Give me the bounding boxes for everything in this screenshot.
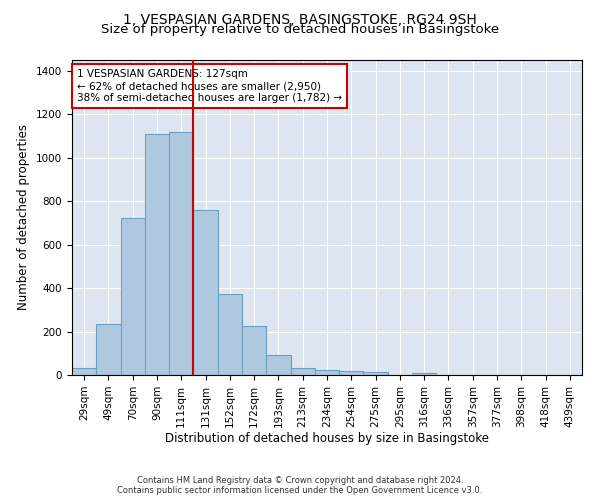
Bar (339, 370, 364, 375)
Text: Size of property relative to detached houses in Basingstoke: Size of property relative to detached ho… (101, 22, 499, 36)
Bar (193, 210, 218, 375)
Text: 1 VESPASIAN GARDENS: 127sqm
← 62% of detached houses are smaller (2,950)
38% of : 1 VESPASIAN GARDENS: 127sqm ← 62% of det… (77, 70, 342, 102)
Bar (145, 134, 169, 375)
X-axis label: Distribution of detached houses by size in Basingstoke: Distribution of detached houses by size … (165, 432, 489, 446)
Bar (242, 326, 266, 375)
Bar (266, 356, 290, 375)
Y-axis label: Number of detached properties: Number of detached properties (17, 124, 31, 310)
Bar (72, 368, 96, 375)
Bar (121, 218, 145, 375)
Bar (315, 370, 339, 375)
Bar (290, 368, 315, 375)
Text: 1, VESPASIAN GARDENS, BASINGSTOKE, RG24 9SH: 1, VESPASIAN GARDENS, BASINGSTOKE, RG24 … (123, 12, 477, 26)
Bar (96, 324, 121, 375)
Text: Contains HM Land Registry data © Crown copyright and database right 2024.
Contai: Contains HM Land Registry data © Crown c… (118, 476, 482, 495)
Bar (364, 372, 388, 375)
Bar (412, 373, 436, 375)
Bar (218, 294, 242, 375)
Bar (169, 132, 193, 375)
